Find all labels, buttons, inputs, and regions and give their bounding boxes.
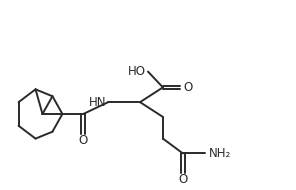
Text: O: O bbox=[79, 134, 88, 147]
Text: HO: HO bbox=[128, 65, 146, 78]
Text: HN: HN bbox=[89, 96, 106, 109]
Text: O: O bbox=[184, 81, 193, 94]
Text: NH₂: NH₂ bbox=[209, 147, 231, 160]
Text: O: O bbox=[178, 173, 187, 186]
